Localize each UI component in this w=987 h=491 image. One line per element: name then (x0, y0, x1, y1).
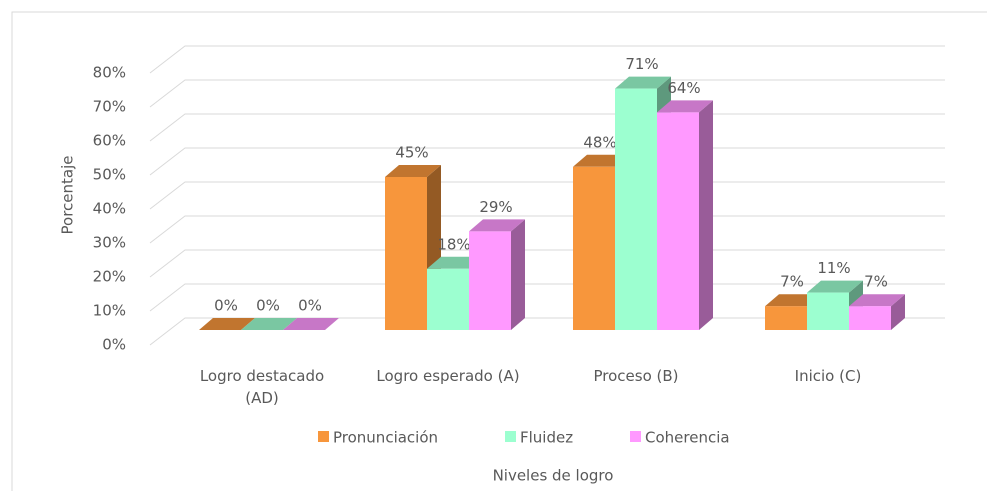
legend-label: Coherencia (645, 429, 730, 447)
y-tick-label: 20% (93, 268, 126, 286)
legend-swatch (505, 431, 516, 442)
bar-top (807, 280, 863, 293)
bar (657, 112, 699, 331)
data-label: 45% (395, 144, 428, 162)
bar-top (283, 318, 339, 330)
bar (849, 306, 891, 330)
legend-label: Pronunciación (333, 429, 438, 447)
data-label: 0% (214, 297, 238, 315)
bar-top (615, 76, 671, 89)
bar-top (199, 318, 255, 330)
legend-swatch (630, 431, 641, 442)
x-tick-label: Proceso (B) (593, 367, 679, 385)
bar (807, 292, 849, 330)
bar (573, 166, 615, 330)
x-axis-label: Niveles de logro (493, 467, 614, 485)
x-tick-label: Logro esperado (A) (376, 367, 520, 385)
grid-line (149, 45, 945, 74)
y-tick-label: 50% (93, 166, 126, 184)
data-label: 29% (479, 198, 512, 216)
data-label: 0% (298, 297, 322, 315)
data-label: 48% (583, 133, 616, 151)
legend-swatch (318, 431, 329, 442)
y-tick-label: 0% (102, 336, 126, 354)
bar-top (657, 100, 713, 113)
bar (615, 88, 657, 330)
y-tick-label: 10% (93, 302, 126, 320)
legend-label: Fluidez (520, 429, 573, 447)
y-tick-label: 60% (93, 132, 126, 150)
bar (427, 268, 469, 330)
bar (385, 177, 427, 330)
bar-top (241, 318, 297, 330)
data-label: 11% (817, 259, 850, 277)
y-axis-label: Porcentaje (59, 156, 77, 235)
data-label: 71% (625, 55, 658, 73)
y-tick-label: 80% (93, 64, 126, 82)
y-tick-label: 30% (93, 234, 126, 252)
bar-side (699, 100, 713, 331)
bar-top (849, 294, 905, 307)
bar-top (385, 165, 441, 177)
data-label: 7% (864, 273, 888, 291)
bar-side (511, 219, 525, 330)
y-tick-label: 70% (93, 98, 126, 116)
bar-top (469, 219, 525, 232)
data-label: 0% (256, 297, 280, 315)
x-tick-label: Inicio (C) (794, 367, 862, 385)
data-label: 7% (780, 273, 804, 291)
bar (765, 306, 807, 330)
data-label: 18% (437, 235, 470, 253)
x-tick-label: Logro destacado (AD) (199, 367, 325, 407)
data-label: 64% (667, 79, 700, 97)
y-tick-label: 40% (93, 200, 126, 218)
grid-line (149, 79, 945, 108)
bar-side (891, 294, 905, 330)
bar (469, 231, 511, 330)
